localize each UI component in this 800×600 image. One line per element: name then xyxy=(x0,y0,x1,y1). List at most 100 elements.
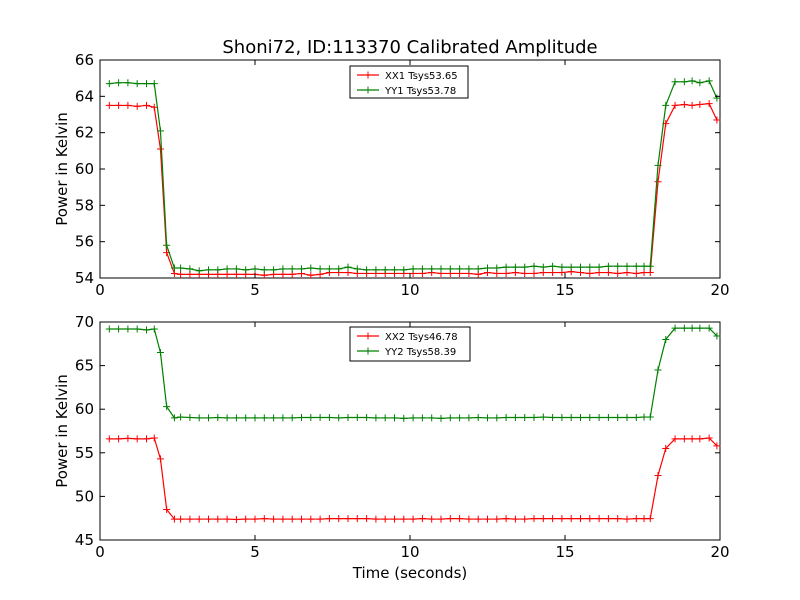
data-point xyxy=(640,413,648,421)
data-point xyxy=(170,414,178,422)
data-point xyxy=(163,241,171,249)
data-point xyxy=(549,262,557,270)
data-point xyxy=(186,515,194,523)
y-tick-label: 60 xyxy=(75,400,94,418)
data-point xyxy=(279,414,287,422)
data-point xyxy=(437,414,445,422)
data-point xyxy=(279,515,287,523)
data-point xyxy=(632,262,640,270)
data-point xyxy=(688,435,696,443)
data-point xyxy=(539,263,547,271)
data-point xyxy=(705,324,713,332)
data-point xyxy=(586,413,594,421)
data-point xyxy=(567,515,575,523)
data-point xyxy=(195,515,203,523)
data-point xyxy=(391,515,398,523)
data-point xyxy=(558,413,566,421)
legend-marker xyxy=(364,86,372,94)
data-point xyxy=(177,413,185,421)
data-point xyxy=(446,515,454,523)
data-point xyxy=(363,266,371,274)
x-tick-label: 5 xyxy=(250,281,260,299)
data-point xyxy=(680,101,688,109)
data-point xyxy=(133,435,141,443)
data-point xyxy=(105,325,113,333)
data-point xyxy=(307,515,315,523)
data-point xyxy=(335,515,343,523)
x-axis-label: Time (seconds) xyxy=(352,564,468,582)
data-point xyxy=(696,324,704,332)
y-tick-label: 66 xyxy=(75,51,94,69)
legend-label: XX2 Tsys46.78 xyxy=(385,332,458,343)
data-point xyxy=(232,265,240,273)
legend-label: XX1 Tsys53.65 xyxy=(385,71,458,82)
data-point xyxy=(381,414,389,422)
data-point xyxy=(260,266,268,274)
data-point xyxy=(195,267,203,275)
data-point xyxy=(696,79,704,87)
data-point xyxy=(150,434,158,442)
data-point xyxy=(214,266,222,274)
bottom-x-axis: 0 5 10 15 20 xyxy=(95,322,730,561)
x-tick-label: 0 xyxy=(95,281,105,299)
data-point xyxy=(688,101,696,109)
data-point xyxy=(298,413,305,421)
data-point xyxy=(474,265,482,273)
data-point xyxy=(428,515,436,523)
data-point xyxy=(705,100,713,108)
data-point xyxy=(325,515,333,523)
y-tick-label: 50 xyxy=(75,487,94,505)
data-point xyxy=(640,262,648,270)
data-point xyxy=(335,414,343,422)
data-point xyxy=(251,265,259,273)
data-point xyxy=(279,265,287,273)
data-point xyxy=(133,102,141,110)
data-point xyxy=(363,413,371,421)
data-point xyxy=(623,269,631,277)
data-point xyxy=(502,515,510,523)
data-point xyxy=(288,515,296,523)
x-tick-label: 10 xyxy=(400,543,419,561)
data-point xyxy=(242,414,250,422)
data-point xyxy=(163,505,171,513)
data-point xyxy=(671,435,679,443)
data-point xyxy=(688,324,696,332)
data-point xyxy=(511,413,519,421)
data-point xyxy=(696,101,704,109)
y-tick-label: 45 xyxy=(75,531,94,549)
data-point xyxy=(586,515,594,523)
data-point xyxy=(372,414,380,422)
data-point xyxy=(680,435,688,443)
data-point xyxy=(344,413,352,421)
data-point xyxy=(223,414,231,422)
data-point xyxy=(353,515,361,523)
data-point xyxy=(713,116,721,124)
x-tick-label: 20 xyxy=(710,281,729,299)
data-point xyxy=(713,94,721,102)
data-point xyxy=(143,326,150,334)
data-point xyxy=(654,471,662,479)
data-point xyxy=(428,414,436,422)
data-point xyxy=(242,266,250,274)
data-point xyxy=(502,413,510,421)
data-point xyxy=(344,515,352,523)
data-point xyxy=(646,515,654,523)
data-point xyxy=(205,266,212,274)
data-point xyxy=(150,80,158,88)
data-point xyxy=(604,413,612,421)
data-point xyxy=(456,414,464,422)
data-point xyxy=(143,80,150,88)
x-tick-label: 15 xyxy=(555,281,574,299)
data-point xyxy=(632,269,640,277)
data-point xyxy=(391,266,398,274)
data-point xyxy=(156,455,164,463)
data-point xyxy=(530,262,538,270)
data-point xyxy=(400,266,408,274)
y-tick-label: 65 xyxy=(75,357,94,375)
data-point xyxy=(372,266,380,274)
data-point xyxy=(115,325,123,333)
data-point xyxy=(372,515,380,523)
data-point xyxy=(150,325,158,333)
data-point xyxy=(143,101,150,109)
